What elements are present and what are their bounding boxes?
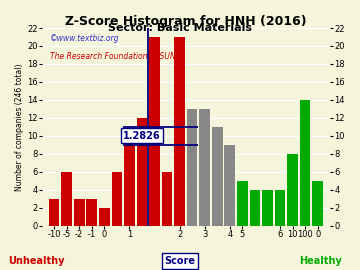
Text: ©www.textbiz.org: ©www.textbiz.org [50, 34, 120, 43]
Bar [237, 181, 248, 226]
Text: Unhealthy: Unhealthy [8, 256, 64, 266]
Bar [137, 118, 147, 226]
Bar [262, 190, 273, 226]
Bar [124, 136, 135, 226]
Text: Healthy: Healthy [299, 256, 342, 266]
Bar [174, 37, 185, 226]
Title: Z-Score Histogram for HNH (2016): Z-Score Histogram for HNH (2016) [65, 15, 307, 28]
Bar [149, 37, 160, 226]
Text: The Research Foundation of SUNY: The Research Foundation of SUNY [50, 52, 181, 61]
Bar [212, 127, 222, 226]
Bar [49, 199, 59, 226]
Bar [225, 145, 235, 226]
Bar [312, 181, 323, 226]
Bar [86, 199, 97, 226]
Bar [187, 109, 198, 226]
Bar [275, 190, 285, 226]
Bar [249, 190, 260, 226]
Bar [112, 172, 122, 226]
Bar [74, 199, 85, 226]
Text: 1.2826: 1.2826 [123, 131, 161, 141]
Bar [199, 109, 210, 226]
Text: Score: Score [165, 256, 195, 266]
Bar [300, 100, 310, 226]
Bar [99, 208, 110, 226]
Y-axis label: Number of companies (246 total): Number of companies (246 total) [15, 63, 24, 191]
Bar [162, 172, 172, 226]
Bar [287, 154, 298, 226]
Bar [61, 172, 72, 226]
Text: Sector: Basic Materials: Sector: Basic Materials [108, 22, 252, 32]
